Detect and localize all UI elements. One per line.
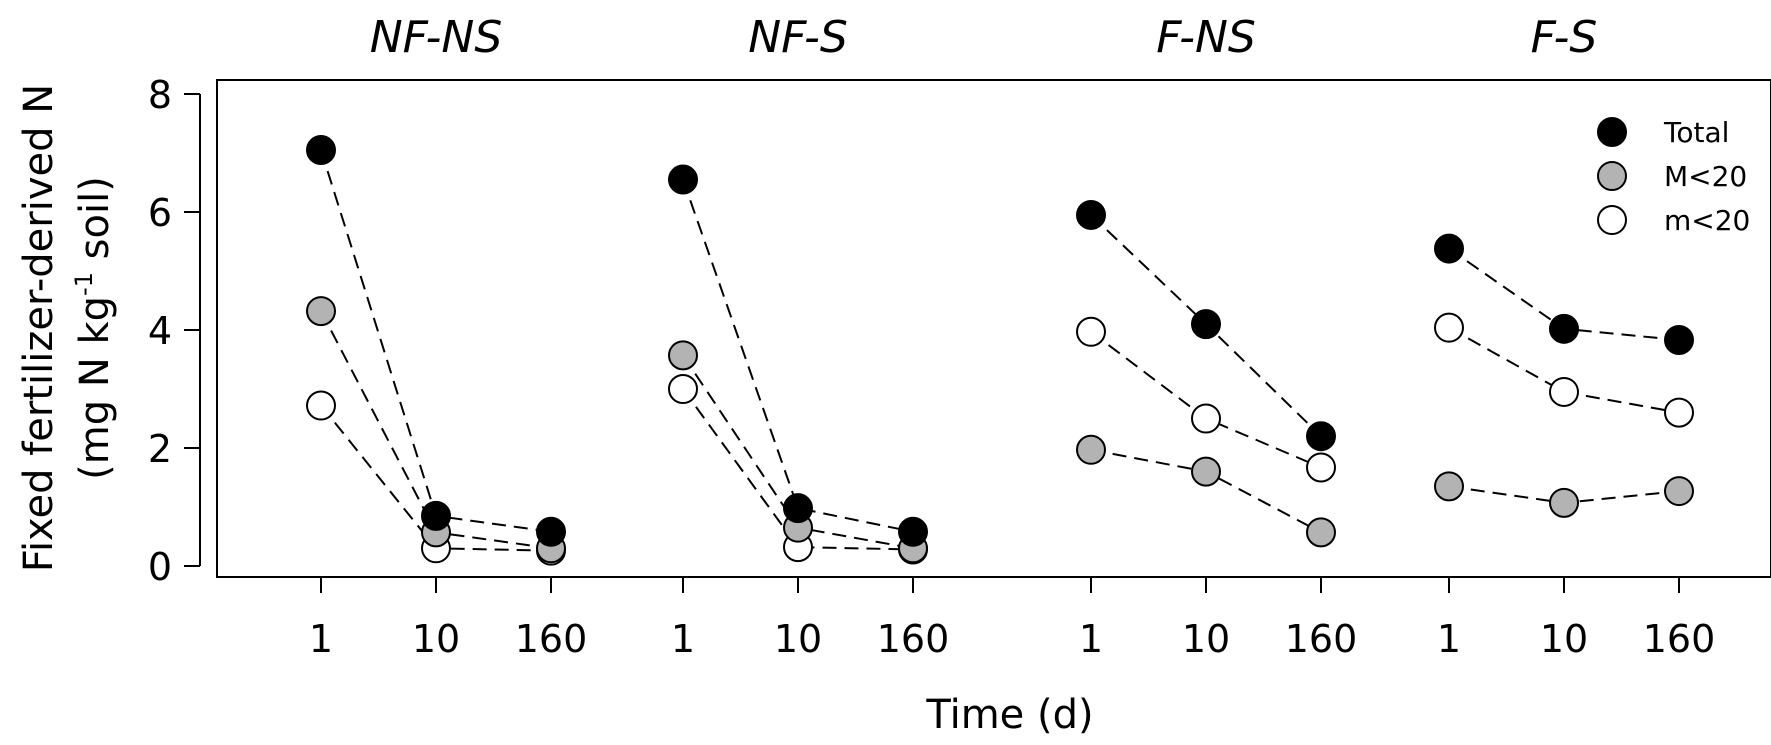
series-line-m20 (682, 388, 914, 551)
point-m20 (1664, 397, 1694, 428)
point-M20 (1076, 434, 1106, 465)
panel-title: F-S (1531, 12, 1598, 63)
x-tick-label: 1 (1437, 617, 1461, 661)
y-tick-label: 6 (148, 191, 172, 235)
legend-label-m20: m<20 (1664, 204, 1750, 237)
point-M20 (668, 340, 698, 371)
legend-marker-M20 (1597, 161, 1627, 191)
y-axis-label-unit-suffix: soil) (72, 176, 118, 272)
point-M20 (1191, 456, 1221, 487)
data-points (306, 135, 1694, 566)
y-tick-label: 4 (148, 309, 172, 353)
y-axis-label-unit-prefix: (mg N kg (72, 296, 118, 480)
y-axis-label-superscript: -1 (70, 272, 98, 296)
series-lines (320, 149, 1680, 552)
x-axis: 1 10 160 1 10 160 1 10 160 1 10 160 (309, 577, 1715, 661)
point-M20 (1664, 476, 1694, 507)
legend-marker-total (1597, 117, 1627, 147)
legend-marker-m20 (1597, 205, 1627, 235)
point-m20 (1191, 403, 1221, 434)
point-m20 (668, 374, 698, 404)
x-axis-label: Time (d) (925, 692, 1093, 738)
point-M20 (1549, 487, 1579, 518)
x-tick-label: 10 (774, 617, 822, 661)
legend-label-total: Total (1663, 116, 1729, 149)
point-total (668, 164, 698, 195)
panel-title: NF-NS (370, 12, 503, 63)
point-total (1306, 421, 1336, 452)
x-tick-label: 160 (1643, 617, 1716, 661)
x-tick-label: 160 (515, 617, 588, 661)
point-m20 (1306, 452, 1336, 483)
x-tick-label: 10 (1540, 617, 1588, 661)
point-m20 (1434, 312, 1464, 343)
point-total (1434, 233, 1464, 264)
legend: Total M<20 m<20 (1597, 116, 1750, 237)
legend-label-M20: M<20 (1664, 160, 1747, 193)
x-tick-label: 1 (309, 617, 333, 661)
series-line-m20 (1090, 330, 1322, 469)
plot-frame (216, 79, 1771, 578)
point-m20 (1076, 316, 1106, 347)
y-tick-label: 2 (148, 427, 172, 471)
x-tick-label: 1 (671, 617, 695, 661)
panel-title: NF-S (748, 12, 848, 63)
point-total (1076, 199, 1106, 230)
y-axis: 0 2 4 6 8 (148, 73, 201, 589)
panel-title: F-NS (1156, 12, 1256, 63)
x-tick-label: 160 (1285, 617, 1358, 661)
point-total (898, 516, 928, 547)
x-tick-label: 1 (1079, 617, 1103, 661)
x-tick-label: 10 (412, 617, 460, 661)
point-total (536, 516, 566, 547)
point-total (306, 135, 336, 166)
x-tick-label: 160 (877, 617, 950, 661)
y-tick-label: 0 (148, 545, 172, 589)
point-total (1191, 309, 1221, 340)
series-line-m20 (1448, 326, 1680, 414)
point-total (421, 500, 451, 531)
series-line-total (320, 149, 552, 533)
y-axis-label-line2: (mg N kg-1 soil) (70, 176, 118, 480)
point-total (1549, 313, 1579, 344)
point-total (1664, 325, 1694, 356)
point-M20 (1434, 471, 1464, 502)
point-m20 (1549, 376, 1579, 407)
y-tick-label: 8 (148, 73, 172, 117)
point-total (783, 493, 813, 524)
point-M20 (1306, 517, 1336, 548)
point-m20 (306, 390, 336, 421)
x-tick-label: 10 (1182, 617, 1230, 661)
panel-titles: NF-NS NF-S F-NS F-S (370, 12, 1598, 63)
point-M20 (306, 296, 336, 327)
series-line-total (682, 179, 914, 533)
y-axis-label-line1: Fixed fertilizer-derived N (16, 84, 62, 572)
